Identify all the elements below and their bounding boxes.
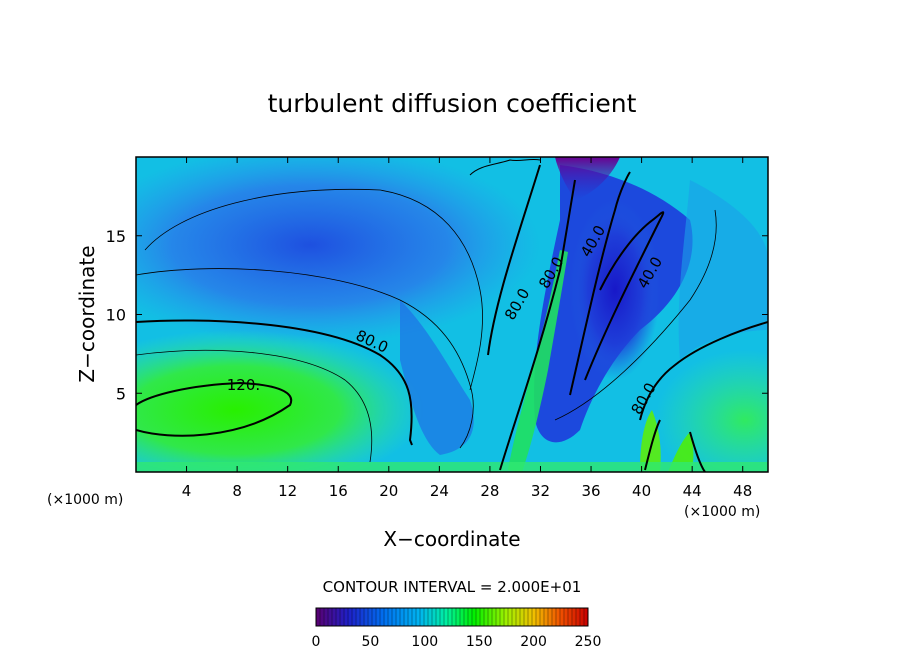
x-tick-label: 20 bbox=[379, 482, 398, 500]
contour-interval: CONTOUR INTERVAL = 2.000E+01 bbox=[323, 578, 582, 596]
field-green-jet bbox=[508, 250, 568, 472]
field-cyan-right bbox=[678, 180, 768, 360]
contour-60-upper bbox=[136, 268, 474, 449]
colorbar-ticks: 0 50 100 150 200 250 bbox=[312, 634, 602, 650]
x-tick-label: 12 bbox=[278, 482, 297, 500]
contour-100-right bbox=[644, 419, 706, 472]
colorbar-tick-label: 0 bbox=[312, 634, 321, 650]
contour-top-wavy bbox=[469, 158, 541, 176]
colorbar-tick-label: 50 bbox=[361, 634, 379, 650]
contour-80-center bbox=[487, 164, 541, 356]
contour-lines bbox=[136, 158, 768, 472]
x-tick-label: 44 bbox=[683, 482, 702, 500]
x-tick-label: 4 bbox=[182, 482, 192, 500]
field-blue-upper bbox=[136, 157, 540, 345]
y-tick-label: 10 bbox=[106, 306, 126, 325]
colorbar-tick-label: 200 bbox=[520, 634, 547, 650]
contour-80-center-2 bbox=[499, 179, 576, 471]
x-tick-label: 28 bbox=[480, 482, 499, 500]
colorbar-tick-label: 150 bbox=[466, 634, 493, 650]
x-tick-label: 32 bbox=[531, 482, 550, 500]
contour-60-right bbox=[554, 209, 717, 421]
x-axis-label: X−coordinate bbox=[383, 527, 520, 551]
colorbar-stripes bbox=[319, 608, 585, 626]
field-deep-blue bbox=[570, 200, 660, 380]
y-tick-label: 5 bbox=[116, 384, 126, 403]
contour-120 bbox=[136, 381, 293, 437]
x-tick-label: 8 bbox=[232, 482, 242, 500]
x-tick-label: 24 bbox=[430, 482, 449, 500]
x-unit-right: (×1000 m) bbox=[684, 504, 760, 520]
contour-80-right bbox=[639, 321, 768, 421]
field-blue-tongue bbox=[400, 300, 474, 455]
x-tick-label: 40 bbox=[632, 482, 651, 500]
field-bottom-strip bbox=[136, 462, 768, 472]
chart-title: turbulent diffusion coefficient bbox=[268, 89, 637, 118]
contour-80-left bbox=[136, 319, 413, 446]
x-tick-label: 48 bbox=[733, 482, 752, 500]
contour-100 bbox=[136, 349, 373, 463]
y-tick-label: 15 bbox=[106, 227, 126, 246]
heatmap-field bbox=[136, 157, 768, 472]
field-purple-top bbox=[555, 157, 620, 200]
x-unit-left: (×1000 m) bbox=[47, 492, 123, 508]
x-axis-ticks: 4 8 12 16 20 24 28 32 36 40 44 48 bbox=[182, 157, 752, 500]
y-axis-label: Z−coordinate bbox=[75, 245, 99, 382]
x-tick-label: 36 bbox=[581, 482, 600, 500]
contour-40-upper bbox=[144, 189, 483, 391]
y-axis-ticks: 5 10 15 bbox=[106, 227, 768, 403]
field-green-column bbox=[640, 410, 661, 472]
x-tick-label: 16 bbox=[329, 482, 348, 500]
contour-label: 120. bbox=[227, 376, 260, 394]
contour-40-right-b bbox=[584, 211, 665, 381]
colorbar-tick-label: 250 bbox=[575, 634, 602, 650]
contour-40-right-a bbox=[569, 171, 631, 396]
field-green-lower bbox=[136, 330, 425, 472]
colorbar-tick-label: 100 bbox=[411, 634, 438, 650]
